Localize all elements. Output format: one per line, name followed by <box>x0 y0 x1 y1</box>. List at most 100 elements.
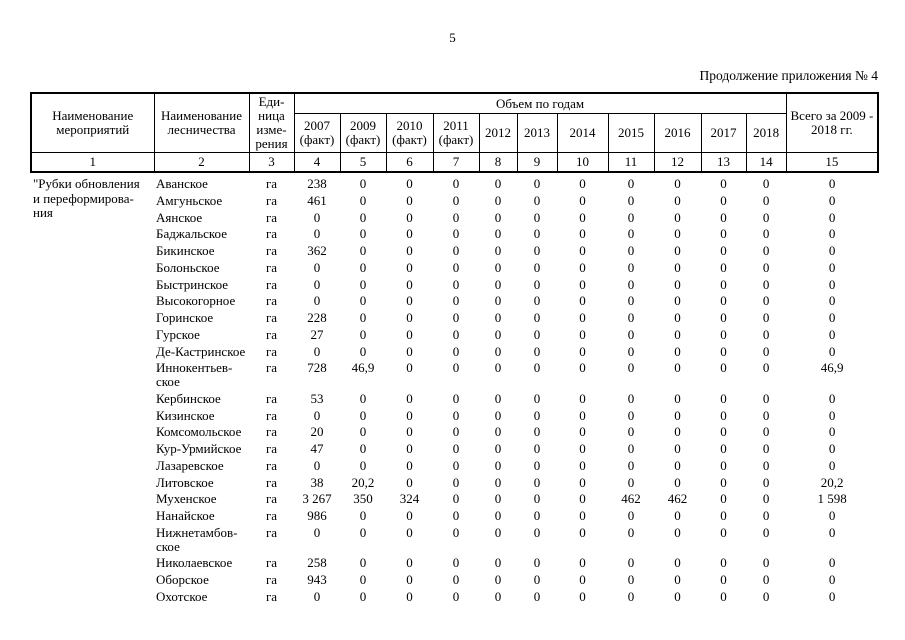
year-value-cell: 0 <box>627 441 635 457</box>
table-row: Болоньское га 0 0 0 0 0 0 0 0 0 0 0 0 <box>31 259 878 276</box>
year-value-cell: 0 <box>627 209 635 225</box>
unit-cell: га <box>265 343 278 359</box>
total-cell: 0 <box>828 209 836 225</box>
forestry-name-cell: Аянское <box>156 209 203 225</box>
year-value-cell: 0 <box>720 226 727 242</box>
volume-by-years-table: Наименование мероприятий Наименование ле… <box>30 92 879 605</box>
unit-cell: га <box>265 508 278 524</box>
year-value-cell: 0 <box>359 390 367 406</box>
year-value-cell: 47 <box>310 441 324 457</box>
year-value-cell: 0 <box>494 424 502 440</box>
forestry-name-cell: Охотское <box>156 588 208 604</box>
year-value-cell: 0 <box>359 192 367 208</box>
total-cell: 0 <box>828 276 836 292</box>
year-value-cell: 0 <box>762 524 770 540</box>
year-value-cell: 0 <box>313 209 321 225</box>
year-value-cell: 0 <box>762 209 770 225</box>
year-value-cell: 0 <box>406 441 413 457</box>
year-value-cell: 0 <box>406 474 413 490</box>
forestry-name-cell: Де-Кастринское <box>156 343 246 359</box>
year-value-cell: 0 <box>579 310 586 326</box>
unit-cell: га <box>265 424 278 440</box>
year-value-cell: 0 <box>452 293 460 309</box>
table-row: Амгуньское га 461 0 0 0 0 0 0 0 0 0 0 0 <box>31 192 878 209</box>
year-value-cell: 0 <box>579 441 586 457</box>
year-value-cell: 0 <box>533 360 541 376</box>
year-value-cell: 0 <box>627 588 635 604</box>
year-value-cell: 0 <box>579 293 586 309</box>
header-year-2015: 2015 <box>607 113 655 154</box>
year-value-cell: 0 <box>359 407 367 423</box>
year-value-cell: 0 <box>359 343 367 359</box>
year-value-cell: 0 <box>674 457 681 473</box>
year-value-cell: 0 <box>452 276 460 292</box>
year-value-cell: 0 <box>533 491 541 507</box>
total-cell: 0 <box>828 555 836 571</box>
year-value-cell: 0 <box>494 441 502 457</box>
year-value-cell: 0 <box>579 572 586 588</box>
total-cell: 0 <box>828 390 836 406</box>
year-value-cell: 0 <box>627 343 635 359</box>
activity-name-cell: "Рубки обновления и переформирова- ния <box>33 176 140 221</box>
year-value-cell: 0 <box>452 326 460 342</box>
year-value-cell: 0 <box>406 407 413 423</box>
table-row: Литовское га 38 20,2 0 0 0 0 0 0 0 0 0 20,2 <box>31 474 878 491</box>
year-value-cell: 324 <box>399 491 420 507</box>
table-row: Комсомольское га 20 0 0 0 0 0 0 0 0 0 0 0 <box>31 424 878 441</box>
year-value-cell: 0 <box>762 390 770 406</box>
year-value-cell: 258 <box>307 555 327 571</box>
year-value-cell: 0 <box>720 326 727 342</box>
header-total: Всего за 2009 - 2018 гг. <box>785 92 879 154</box>
year-value-cell: 0 <box>627 555 635 571</box>
year-value-cell: 0 <box>579 343 586 359</box>
year-value-cell: 0 <box>452 390 460 406</box>
year-value-cell: 0 <box>406 343 413 359</box>
unit-cell: га <box>265 555 278 571</box>
year-value-cell: 0 <box>627 390 635 406</box>
total-cell: 0 <box>828 226 836 242</box>
year-value-cell: 0 <box>452 226 460 242</box>
year-value-cell: 0 <box>494 390 502 406</box>
year-value-cell: 0 <box>674 209 681 225</box>
year-value-cell: 0 <box>494 343 502 359</box>
table-row: Де-Кастринское га 0 0 0 0 0 0 0 0 0 0 0 0 <box>31 343 878 360</box>
year-value-cell: 0 <box>452 209 460 225</box>
year-value-cell: 0 <box>762 360 770 376</box>
forestry-name-cell: Амгуньское <box>156 192 223 208</box>
year-value-cell: 0 <box>313 457 321 473</box>
header-index: 13 <box>700 152 747 174</box>
unit-cell: га <box>265 572 278 588</box>
total-cell: 0 <box>828 176 836 192</box>
year-value-cell: 0 <box>313 276 321 292</box>
year-value-cell: 0 <box>579 524 586 540</box>
year-value-cell: 0 <box>406 524 413 540</box>
year-value-cell: 0 <box>494 259 502 275</box>
year-value-cell: 0 <box>627 276 635 292</box>
header-index: 3 <box>248 152 295 174</box>
year-value-cell: 0 <box>313 259 321 275</box>
year-value-cell: 0 <box>627 226 635 242</box>
year-value-cell: 0 <box>452 243 460 259</box>
header-index: 6 <box>385 152 434 174</box>
year-value-cell: 0 <box>359 508 367 524</box>
year-value-cell: 0 <box>720 424 727 440</box>
year-value-cell: 0 <box>494 457 502 473</box>
year-value-cell: 0 <box>720 259 727 275</box>
year-value-cell: 0 <box>533 407 541 423</box>
year-value-cell: 0 <box>674 259 681 275</box>
header-year-2016: 2016 <box>653 113 702 154</box>
year-value-cell: 0 <box>627 457 635 473</box>
forestry-name-cell: Быстринское <box>156 276 229 292</box>
total-cell: 0 <box>828 588 836 604</box>
year-value-cell: 350 <box>353 491 373 507</box>
year-value-cell: 0 <box>674 243 681 259</box>
unit-cell: га <box>265 310 278 326</box>
forestry-name-cell: Лазаревское <box>156 457 224 473</box>
year-value-cell: 0 <box>533 343 541 359</box>
year-value-cell: 0 <box>533 293 541 309</box>
year-value-cell: 0 <box>579 424 586 440</box>
year-value-cell: 0 <box>579 508 586 524</box>
year-value-cell: 0 <box>406 293 413 309</box>
year-value-cell: 0 <box>452 491 460 507</box>
year-value-cell: 0 <box>762 293 770 309</box>
